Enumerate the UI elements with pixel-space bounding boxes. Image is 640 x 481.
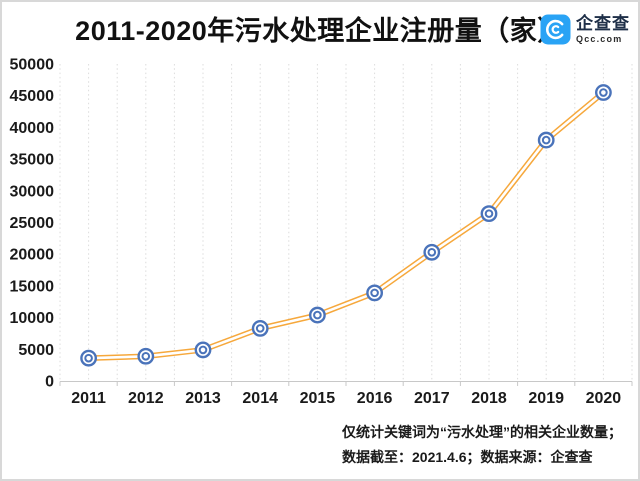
- y-tick-label: 25000: [10, 215, 55, 232]
- y-tick-label: 0: [45, 374, 54, 391]
- x-axis: [59, 381, 633, 386]
- x-tick-label: 2019: [528, 390, 564, 407]
- x-tick-label: 2011: [71, 390, 106, 407]
- data-point-marker: [480, 205, 498, 223]
- footnote-line-2: 数据截至：2021.4.6；数据来源：企查查: [342, 449, 593, 465]
- y-tick-label: 50000: [10, 57, 55, 74]
- footnote-line-1: 仅统计关键词为“污水处理”的相关企业数量；: [342, 424, 622, 440]
- data-point-marker: [595, 84, 612, 101]
- x-tick-label: 2015: [300, 390, 336, 407]
- y-tick-label: 30000: [10, 183, 55, 200]
- x-tick-label: 2012: [128, 390, 164, 407]
- x-tick-label: 2017: [414, 390, 450, 407]
- y-tick-label: 35000: [10, 152, 55, 169]
- data-point-marker: [194, 341, 212, 359]
- x-axis-labels: 2011 2012 2013 2014 2015 2016 2017 2018 2019 2020: [71, 390, 621, 407]
- footnote: 仅统计关键词为“污水处理”的相关企业数量； 数据截至：2021.4.6；数据来源…: [342, 420, 622, 470]
- data-point-marker: [537, 131, 555, 149]
- y-tick-label: 5000: [18, 342, 54, 359]
- data-point-marker: [137, 347, 155, 365]
- x-tick-label: 2018: [471, 390, 507, 407]
- y-tick-label: 20000: [10, 247, 55, 264]
- qcc-logo-domain: Qcc.com: [576, 34, 623, 44]
- data-point-marker: [423, 243, 441, 261]
- data-point-marker: [80, 349, 98, 367]
- qcc-logo-text: 企查查 Qcc.com: [576, 15, 630, 44]
- data-point-marker: [366, 284, 383, 302]
- x-tick-label: 2020: [586, 390, 622, 407]
- y-axis-labels: 0 5000 10000 15000 20000 25000 30000 35000 40000…: [10, 57, 55, 391]
- series-line: [88, 90, 606, 361]
- y-tick-label: 45000: [10, 88, 55, 105]
- x-tick-label: 2016: [357, 390, 393, 407]
- x-tick-label: 2014: [242, 390, 278, 407]
- gridlines: [59, 64, 633, 381]
- chart-title: 2011-2020年污水处理企业注册量（家）: [75, 16, 565, 46]
- x-tick-label: 2013: [185, 390, 221, 407]
- qcc-logo-name: 企查查: [576, 14, 630, 33]
- y-tick-label: 10000: [10, 310, 55, 327]
- data-point-marker: [308, 306, 326, 324]
- data-point-marker: [251, 319, 269, 337]
- qcc-spiral-c-icon: [540, 14, 571, 45]
- y-tick-label: 15000: [10, 278, 55, 295]
- series-markers: [80, 84, 612, 367]
- y-tick-label: 40000: [10, 120, 55, 137]
- qcc-logo: 企查查 Qcc.com: [540, 14, 630, 45]
